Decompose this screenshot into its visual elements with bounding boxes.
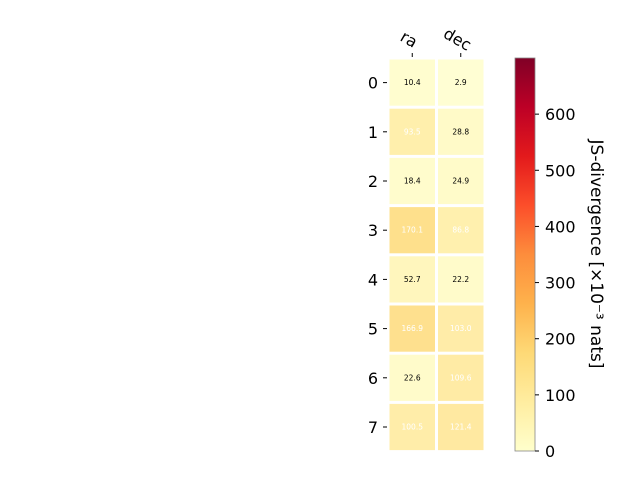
cell-value-label: 103.0	[450, 324, 472, 333]
cell-value-label: 10.4	[404, 78, 421, 87]
colorbar-label: JS-divergence [×10⁻³ nats]	[586, 139, 606, 369]
heatmap-cell	[389, 403, 435, 451]
row-tick-label: 4	[368, 270, 378, 289]
heatmap-cell	[389, 256, 435, 303]
heatmap-cell	[389, 108, 435, 155]
cell-value-label: 28.8	[452, 127, 469, 136]
column-tick-label: ra	[397, 27, 421, 52]
cell-value-label: 100.5	[402, 423, 424, 432]
row-tick-label: 5	[368, 320, 378, 339]
row-tick-label: 6	[368, 369, 378, 388]
heatmap-cell	[389, 207, 435, 254]
heatmap-cell	[438, 354, 484, 401]
cell-value-label: 22.6	[404, 373, 421, 382]
heatmap-cell	[438, 157, 484, 205]
colorbar-ticks: 0 100 200 300 400 500 600	[535, 105, 576, 461]
cell-value-label: 2.9	[455, 78, 467, 87]
cell-value-label: 93.5	[404, 127, 421, 136]
heatmap-cell	[389, 157, 435, 205]
row-tick-label: 2	[368, 172, 378, 191]
cell-value-label: 166.9	[402, 324, 424, 333]
heatmap-cell	[438, 108, 484, 155]
cell-value-label: 121.4	[450, 423, 472, 432]
heatmap-cell	[389, 59, 435, 106]
colorbar-tick-label: 0	[545, 442, 555, 461]
heatmap-cell	[438, 207, 484, 254]
colorbar-tick-label: 500	[545, 161, 576, 180]
row-tick-label: 3	[368, 221, 378, 240]
heatmap-cell-labels: 10.4 2.9 93.5 28.8 18.4 24.9 170.1 86.8 52.7 22.2…	[402, 78, 472, 431]
colorbar-tick-label: 200	[545, 330, 576, 349]
row-tick-label: 7	[368, 418, 378, 437]
colorbar-tick-label: 600	[545, 105, 576, 124]
cell-value-label: 52.7	[404, 275, 421, 284]
colorbar-tick-label: 300	[545, 274, 576, 293]
cell-value-label: 24.9	[452, 177, 469, 186]
row-tick-label: 0	[368, 74, 378, 93]
heatmap-cells	[389, 59, 484, 451]
heatmap-cell	[438, 256, 484, 303]
cell-value-label: 22.2	[452, 275, 469, 284]
colorbar-tick-label: 400	[545, 217, 576, 236]
colorbar-tick-label: 100	[545, 386, 576, 405]
column-axis: ra dec	[397, 24, 475, 57]
row-axis: 0 1 2 3 4 5 6 7	[368, 74, 387, 437]
heatmap-cell	[438, 305, 484, 352]
cell-value-label: 86.8	[452, 226, 469, 235]
row-tick-label: 1	[368, 123, 378, 142]
colorbar	[514, 57, 536, 452]
column-tick-label: dec	[440, 24, 474, 55]
heatmap-cell	[389, 305, 435, 352]
heatmap-cell	[438, 59, 484, 106]
cell-value-label: 109.6	[450, 373, 472, 382]
colorbar-gradient	[514, 57, 536, 452]
cell-value-label: 18.4	[404, 177, 421, 186]
heatmap-cell	[438, 403, 484, 451]
heatmap-cell	[389, 354, 435, 401]
cell-value-label: 170.1	[402, 226, 424, 235]
